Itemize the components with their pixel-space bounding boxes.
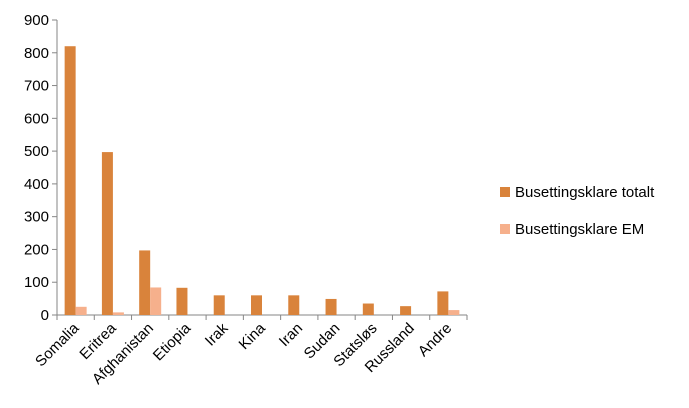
bar-totalt-irak — [213, 295, 225, 315]
x-tick-label: Andre — [415, 320, 455, 360]
bar-totalt-russland — [400, 306, 412, 315]
x-tick-label: Etiopia — [150, 319, 195, 364]
bar-em-afghanistan — [150, 287, 162, 315]
y-tick-label: 500 — [24, 143, 49, 160]
bar-totalt-afghanistan — [139, 250, 151, 315]
y-tick-label: 300 — [24, 209, 49, 226]
y-tick-label: 400 — [24, 176, 49, 193]
bar-totalt-somalia — [64, 46, 76, 315]
x-tick-label: Kina — [236, 319, 270, 353]
y-tick-label: 900 — [24, 12, 49, 29]
bar-totalt-eritrea — [101, 152, 113, 315]
y-tick-label: 0 — [41, 307, 49, 324]
y-tick-label: 100 — [24, 274, 49, 291]
x-tick-label: Iran — [276, 320, 306, 350]
bar-totalt-statsløs — [362, 303, 374, 315]
legend-swatch-1 — [500, 187, 510, 197]
x-tick-label: Irak — [202, 319, 232, 349]
y-tick-label: 700 — [24, 78, 49, 95]
bar-em-eritrea — [112, 312, 124, 315]
bar-em-andre — [448, 310, 460, 315]
bar-totalt-etiopia — [176, 287, 188, 315]
legend: Busettingsklare totalt Busettingsklare EM — [500, 184, 655, 238]
bars — [64, 46, 460, 315]
bar-totalt-iran — [288, 295, 300, 315]
y-tick-label: 600 — [24, 110, 49, 127]
axes — [52, 19, 468, 320]
bar-totalt-sudan — [325, 298, 337, 315]
x-tick-label: Somalia — [32, 319, 83, 370]
legend-label-1: Busettingsklare totalt — [515, 184, 655, 201]
bar-em-somalia — [75, 306, 87, 315]
bar-totalt-andre — [437, 291, 449, 315]
legend-swatch-2 — [500, 224, 510, 234]
y-tick-label: 800 — [24, 45, 49, 62]
bar-totalt-kina — [251, 295, 262, 315]
y-tick-labels: 0 100 200 300 400 500 600 700 800 900 — [24, 12, 49, 324]
y-tick-label: 200 — [24, 241, 49, 258]
legend-label-2: Busettingsklare EM — [515, 221, 644, 238]
